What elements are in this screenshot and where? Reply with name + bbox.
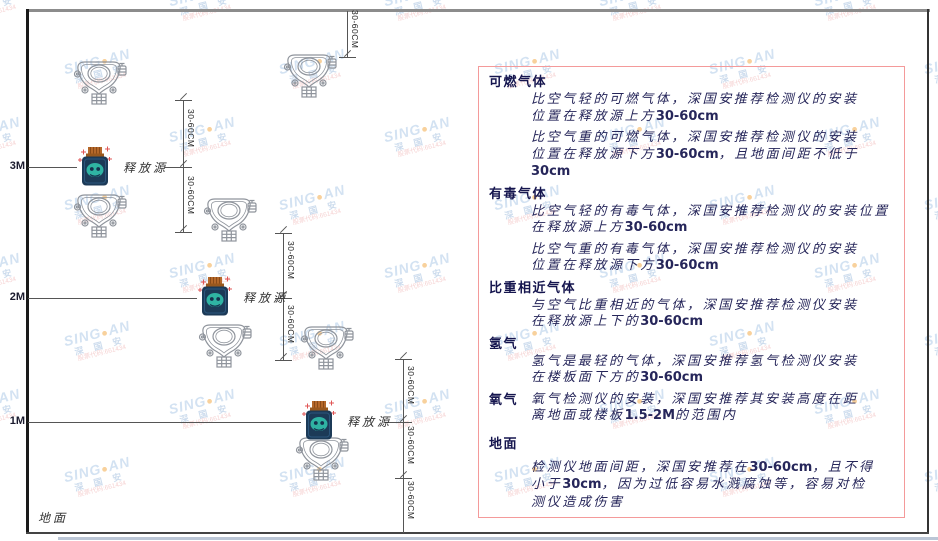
gas-detector-icon [73,192,127,243]
dimension-label: 30-60CM [350,10,360,49]
dimension-tick [395,478,412,479]
panel-text-line: 位置在释放源上方30-60cm [531,107,719,124]
height-reference-line [28,422,301,423]
panel-section: 可燃气体比空气轻的可燃气体，深国安推荐检测仪的安装 位置在释放源上方30-60cm… [489,73,894,181]
left-axis-line [26,9,29,534]
dimension-tick [275,298,292,299]
right-border-line [927,9,929,534]
dimension-tick [175,167,192,168]
dimension-label: 30-60CM [406,366,416,405]
panel-paragraph: 检测仪地面间距，深国安推荐在30-60cm，且不得 小于30cm，因为过低容易水溅… [531,459,894,511]
dimension-line [347,11,348,57]
height-label: 2M [9,291,25,303]
dimension-tick [175,100,192,101]
gas-detector-icon [295,435,349,486]
dimension-tick [275,233,292,234]
dimension-tick [395,422,412,423]
section-title: 氧气 [489,391,519,407]
panel-section: 氢气 氢气是最轻的气体，深国安推荐氢气检测仪安装 在楼板面下方的30-60cm [489,335,894,387]
height-reference-line [28,298,197,299]
height-reference-line [28,167,77,168]
dimension-tick [275,360,292,361]
panel-section: 有毒气体 比空气轻的有毒气体，深国安推荐检测仪的安装位置 在释放源上方30-60cm… [489,185,894,275]
ground-line [26,532,929,534]
dimension-line [403,359,404,533]
release-source-icon [77,146,113,193]
dimension-tick-slash [399,351,408,360]
release-source-label: 释放源 [347,415,393,429]
panel-section: 地面 检测仪地面间距，深国安推荐在30-60cm，且不得 小于30cm，因为过低容易… [489,435,894,511]
panel-section: 氧气 氧气检测仪的安装，深国安推荐其安装高度在距 离地面或楼板1.5-2M的范围内 [489,391,894,425]
panel-paragraph: 比空气重的有毒气体，深国安推荐检测仪的安装 位置在释放源下方30-60cm [531,241,894,275]
panel-text-line: 离地面或楼板1.5-2M的范围内 [531,407,738,423]
release-source-icon [197,276,233,323]
dimension-label: 30-60CM [286,305,296,344]
gas-detector-icon [203,196,257,247]
dimension-line [183,100,184,232]
dimension-line [283,233,284,360]
gas-detector-icon [198,322,252,373]
release-source-label: 释放源 [123,161,169,175]
section-title: 可燃气体 [489,74,548,89]
installation-guide-panel: 可燃气体比空气轻的可燃气体，深国安推荐检测仪的安装 位置在释放源上方30-60cm… [478,66,905,518]
panel-paragraph: 与空气比重相近的气体，深国安推荐检测仪安装 在释放源上下的30-60cm [531,297,894,331]
dimension-tick [175,232,192,233]
panel-text-line: 氧气检测仪的安装，深国安推荐其安装高度在距 [531,390,859,406]
panel-text-line: 测仪造成伤害 [531,493,625,509]
panel-inline-row: 氧气 氧气检测仪的安装，深国安推荐其安装高度在距 离地面或楼板1.5-2M的范围内 [489,391,894,425]
dimension-label: 30-60CM [406,481,416,520]
panel-paragraph: 氢气是最轻的气体，深国安推荐氢气检测仪安装 在楼板面下方的30-60cm [531,353,894,387]
dimension-label: 30-60CM [406,426,416,465]
panel-paragraph: 氧气检测仪的安装，深国安推荐其安装高度在距 离地面或楼板1.5-2M的范围内 [531,391,859,425]
panel-text-line: 位置在释放源下方30-60cm，且地面间距不低于 [531,145,860,162]
height-label: 1M [9,415,25,427]
panel-section: 比重相近气体 与空气比重相近的气体，深国安推荐检测仪安装 在释放源上下的30-60c… [489,279,894,331]
gas-detector-icon [283,52,337,103]
section-title: 有毒气体 [489,185,548,201]
dimension-label: 30-60CM [186,176,196,215]
section-title: 地面 [489,435,519,451]
panel-text-line: 比空气重的可燃气体，深国安推荐检测仪的安装 [531,129,859,144]
panel-text-line: 氢气是最轻的气体，深国安推荐氢气检测仪安装 [531,352,859,368]
panel-text-line: 比空气轻的可燃气体，深国安推荐检测仪的安装 [531,91,859,106]
panel-text-line: 30cm [531,164,571,179]
panel-text-line: 比空气重的有毒气体，深国安推荐检测仪的安装 [531,240,859,256]
height-label: 3M [9,160,25,172]
dimension-tick-slash [179,92,188,101]
panel-paragraph: 比空气重的可燃气体，深国安推荐检测仪的安装 位置在释放源下方30-60cm，且地面… [531,129,894,181]
panel-text-line: 在释放源上方30-60cm [531,219,688,235]
panel-text-line: 在释放源上下的30-60cm [531,313,704,329]
dimension-label: 30-60CM [186,109,196,148]
section-title: 氢气 [489,335,519,351]
release-source-label: 释放源 [243,291,289,305]
panel-paragraph: 比空气轻的有毒气体，深国安推荐检测仪的安装位置 在释放源上方30-60cm [531,203,894,237]
dimension-label: 30-60CM [286,241,296,280]
gas-detector-icon [73,59,127,110]
ceiling-line [26,9,930,12]
panel-text-line: 比空气轻的有毒气体，深国安推荐检测仪的安装位置 [531,202,890,218]
dimension-tick [395,359,412,360]
panel-text-line: 检测仪地面间距，深国安推荐在30-60cm，且不得 [531,458,875,475]
panel-text-line: 小于30cm，因为过低容易水溅腐蚀等，容易对检 [531,476,867,492]
panel-text-line: 在楼板面下方的30-60cm [531,369,704,385]
ground-label: 地面 [38,511,69,525]
panel-text-line: 位置在释放源下方30-60cm [531,257,719,273]
bottom-edge-shadow [58,537,938,540]
dimension-tick [339,57,356,58]
release-source-icon [301,400,337,447]
section-title: 比重相近气体 [489,279,577,295]
gas-detector-icon [300,324,354,375]
panel-paragraph: 比空气轻的可燃气体，深国安推荐检测仪的安装 位置在释放源上方30-60cm [531,91,894,125]
dimension-tick-slash [279,225,288,234]
panel-text-line: 与空气比重相近的气体，深国安推荐检测仪安装 [531,296,859,312]
